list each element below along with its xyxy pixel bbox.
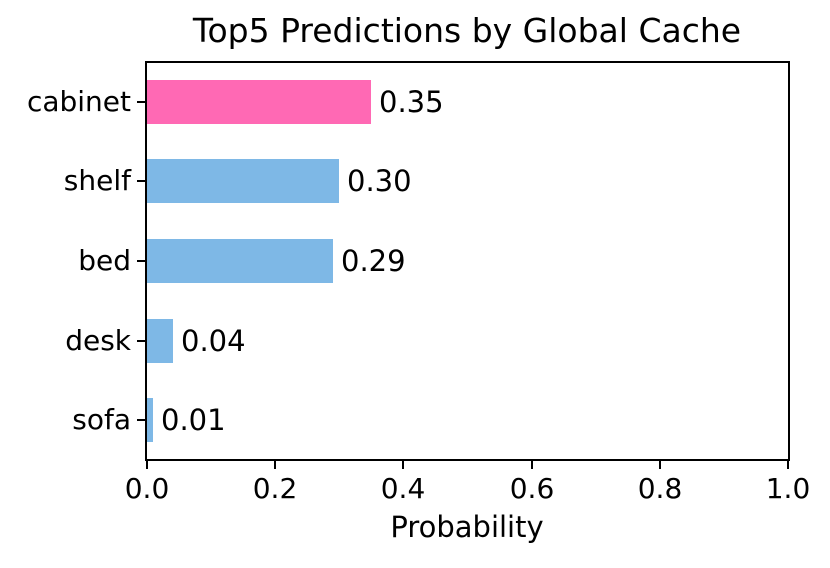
bar-value-label: 0.04 bbox=[181, 324, 246, 358]
plot-area bbox=[145, 61, 790, 461]
y-tick-mark bbox=[137, 419, 145, 421]
bar-desk bbox=[147, 319, 173, 363]
bar-value-label: 0.29 bbox=[341, 244, 406, 278]
x-tick-mark bbox=[146, 461, 148, 469]
x-tick-label: 0.6 bbox=[509, 472, 555, 505]
x-tick-label: 0.4 bbox=[380, 472, 426, 505]
x-tick-label: 1.0 bbox=[765, 472, 811, 505]
y-tick-mark bbox=[137, 101, 145, 103]
x-tick-mark bbox=[531, 461, 533, 469]
chart-title: Top5 Predictions by Global Cache bbox=[192, 11, 742, 50]
bar-shelf bbox=[147, 159, 339, 203]
x-tick-mark bbox=[402, 461, 404, 469]
y-tick-mark bbox=[137, 180, 145, 182]
y-tick-label-desk: desk bbox=[65, 324, 131, 357]
y-tick-mark bbox=[137, 260, 145, 262]
y-tick-mark bbox=[137, 340, 145, 342]
x-tick-label: 0.8 bbox=[637, 472, 683, 505]
y-tick-label-cabinet: cabinet bbox=[26, 85, 131, 118]
bar-sofa bbox=[147, 398, 153, 442]
bar-value-label: 0.35 bbox=[379, 85, 444, 119]
x-tick-mark bbox=[787, 461, 789, 469]
x-tick-label: 0.2 bbox=[252, 472, 298, 505]
bar-bed bbox=[147, 239, 333, 283]
y-tick-label-sofa: sofa bbox=[72, 403, 131, 436]
x-tick-mark bbox=[659, 461, 661, 469]
x-tick-label: 0.0 bbox=[124, 472, 170, 505]
x-tick-mark bbox=[274, 461, 276, 469]
bar-value-label: 0.01 bbox=[161, 403, 226, 437]
bar-value-label: 0.30 bbox=[347, 164, 412, 198]
bar-cabinet bbox=[147, 80, 371, 124]
y-tick-label-shelf: shelf bbox=[63, 164, 131, 197]
x-axis-label: Probability bbox=[390, 510, 544, 544]
y-tick-label-bed: bed bbox=[78, 244, 131, 277]
